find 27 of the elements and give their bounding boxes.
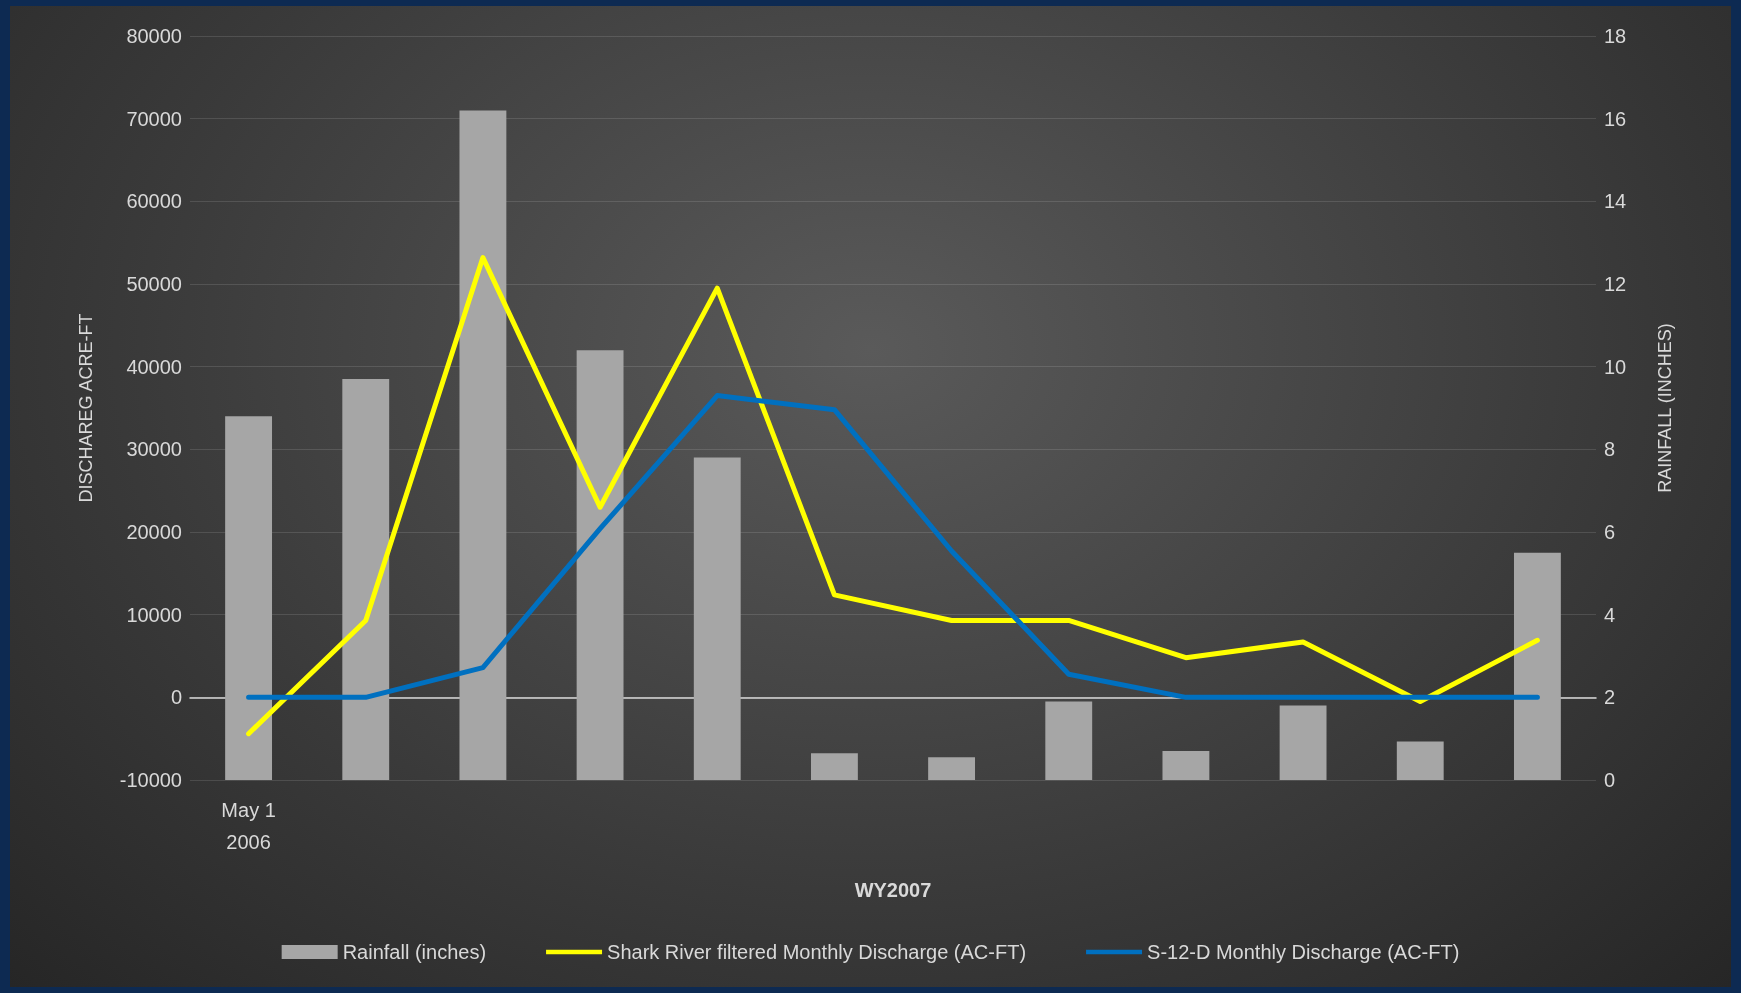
y-axis-title: DISCHAREG ACRE-FT <box>76 313 96 503</box>
y-tick-label: 60000 <box>126 190 182 213</box>
legend-label: Shark River filtered Monthly Discharge (AC-FT) <box>607 941 1027 963</box>
y-tick-label: -10000 <box>119 769 182 791</box>
y2-tick-label: 8 <box>1604 438 1616 461</box>
y2-tick-label: 14 <box>1604 190 1627 213</box>
x-tick-label: May 1 2006 <box>221 799 276 853</box>
y2-tick-label: 16 <box>1604 107 1627 130</box>
y-tick-label: 0 <box>170 686 182 709</box>
y-tick-label: 30000 <box>126 438 182 461</box>
y2-tick-label: 10 <box>1604 355 1627 378</box>
y-tick-label: 80000 <box>126 25 182 47</box>
legend-label: Rainfall (inches) <box>342 941 487 963</box>
y2-axis-title: RAINFALL (INCHES) <box>1655 323 1675 493</box>
x-axis-title: WY2007 <box>854 879 932 901</box>
y-tick-label: 40000 <box>126 355 182 378</box>
y2-tick-label: 18 <box>1604 25 1627 47</box>
legend-label: S-12-D Monthly Discharge (AC-FT) <box>1147 941 1460 963</box>
y-tick-label: 10000 <box>126 603 182 626</box>
y-tick-label: 20000 <box>126 521 182 543</box>
y-tick-label: 70000 <box>126 107 182 130</box>
y2-tick-label: 2 <box>1604 686 1616 709</box>
y2-tick-label: 4 <box>1604 603 1616 626</box>
y2-tick-label: 12 <box>1604 273 1627 295</box>
y2-tick-label: 6 <box>1604 521 1616 543</box>
y2-tick-label: 0 <box>1604 769 1616 791</box>
y-tick-label: 50000 <box>126 273 182 295</box>
